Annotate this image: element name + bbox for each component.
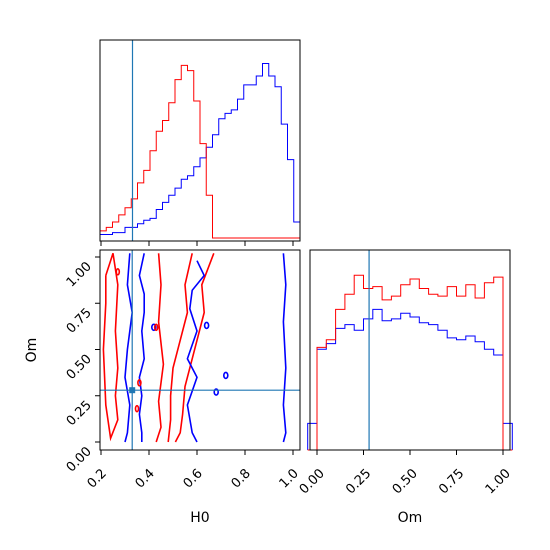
h0-hist-blue-series: [99, 63, 301, 238]
contour-ytick-label: 0.25: [64, 398, 95, 429]
blue-contour-island: [213, 388, 219, 396]
red-contour-island: [134, 404, 140, 413]
contour-xtick-label: 0.6: [181, 466, 206, 491]
panel-h0-om-contour: 0.2 0.4 0.6 0.8 1.0 0.000.250.500.751.00: [64, 249, 302, 491]
om-hist-xtick-label: 0.75: [436, 466, 467, 497]
contour-ytick-label: 0.00: [64, 444, 95, 475]
blue-contour-island: [151, 323, 157, 332]
contour-truth-marker: [129, 387, 136, 394]
om-hist-blue-series: [307, 308, 513, 450]
contour-xtick-label: 0.4: [133, 466, 158, 491]
h0-hist-frame: [99, 39, 301, 242]
red-contour-island: [153, 323, 159, 332]
om-hist-xtick-label: 0.50: [390, 466, 421, 497]
h0-hist-red-series: [99, 64, 300, 239]
om-hist-red-series: [307, 274, 513, 451]
red-contour-line: [174, 253, 215, 443]
red-contour-island: [115, 267, 121, 276]
contour-ytick-label: 1.00: [64, 259, 95, 290]
y-axis-label-om: Om: [24, 338, 40, 363]
red-contour-line: [167, 253, 193, 443]
blue-contour-line: [282, 253, 287, 443]
om-hist-xtick-label: 0.25: [343, 466, 374, 497]
blue-contour-island: [223, 371, 229, 380]
red-contour-line: [155, 253, 165, 443]
contour-xtick-label: 0.8: [229, 466, 254, 491]
om-hist-xtick-label: 0.00: [297, 466, 328, 497]
blue-contour-island: [203, 321, 210, 330]
blue-contour-line: [124, 253, 134, 443]
x-axis-label-om: Om: [398, 510, 423, 526]
blue-contour-line: [138, 253, 146, 442]
panel-h0-histogram: [99, 39, 301, 246]
red-contour-island: [137, 378, 142, 387]
contour-ytick-label: 0.50: [64, 352, 95, 383]
panel-om-histogram: 0.00 0.25 0.50 0.75 1.00: [297, 249, 514, 497]
contour-xtick-label: 0.2: [85, 466, 110, 491]
x-axis-label-h0: H0: [190, 510, 209, 526]
contour-ytick-label: 0.75: [64, 305, 95, 336]
blue-contour-line: [186, 260, 206, 443]
red-contour-line: [102, 253, 119, 442]
om-hist-xtick-label: 1.00: [483, 466, 514, 497]
